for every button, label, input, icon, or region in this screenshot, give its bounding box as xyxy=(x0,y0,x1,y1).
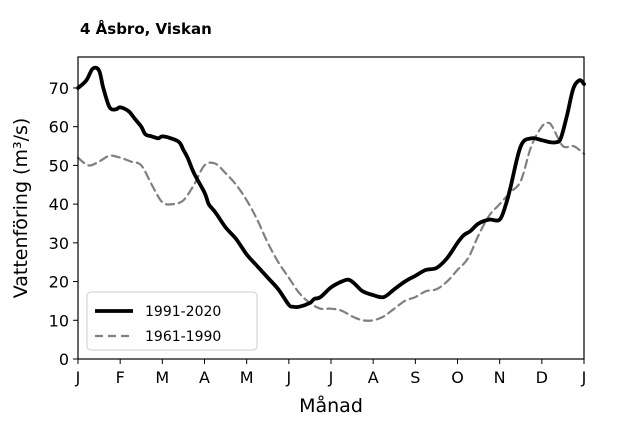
x-tick-label: M xyxy=(155,368,169,387)
y-tick-label: 0 xyxy=(59,350,69,369)
x-tick-label: N xyxy=(494,368,506,387)
legend-label: 1961-1990 xyxy=(145,329,221,345)
y-tick-label: 30 xyxy=(49,234,69,253)
y-tick-label: 40 xyxy=(49,195,69,214)
x-tick-label: J xyxy=(285,368,291,387)
x-tick-label: F xyxy=(116,368,125,387)
x-tick-label: A xyxy=(368,368,379,387)
x-tick-label: J xyxy=(75,368,81,387)
y-tick-label: 50 xyxy=(49,156,69,175)
y-tick-label: 60 xyxy=(49,118,69,137)
chart-title: 4 Åsbro, Viskan xyxy=(80,20,212,38)
x-axis-title: Månad xyxy=(299,394,363,417)
legend: 1991-2020 1961-1990 xyxy=(86,291,258,351)
x-tick-label: S xyxy=(410,368,420,387)
y-axis: 0 10 20 30 40 50 60 70 xyxy=(49,79,78,369)
legend-label: 1991-2020 xyxy=(145,304,221,320)
x-tick-label: D xyxy=(536,368,548,387)
y-axis-title: Vattenföring (m³/s) xyxy=(10,118,32,299)
series-line-1961-1990 xyxy=(76,121,586,322)
series-layer xyxy=(76,65,586,322)
y-tick-label: 10 xyxy=(49,311,69,330)
x-tick-label: J xyxy=(328,368,334,387)
x-tick-label: O xyxy=(451,368,464,387)
legend-box xyxy=(86,291,258,351)
y-tick-label: 70 xyxy=(49,79,69,98)
x-tick-label: J xyxy=(581,368,587,387)
y-tick-label: 20 xyxy=(49,273,69,292)
series-line-1991-2020 xyxy=(76,65,586,310)
x-tick-label: M xyxy=(240,368,254,387)
x-tick-label: A xyxy=(199,368,210,387)
